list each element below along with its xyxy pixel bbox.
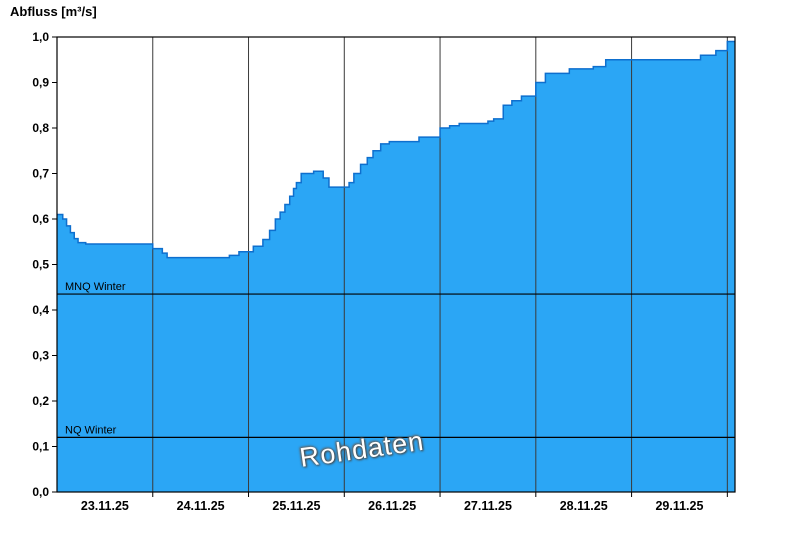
y-tick-label: 0,4 <box>32 303 49 317</box>
y-axis-title: Abfluss [m³/s] <box>10 4 97 19</box>
y-tick-label: 0,0 <box>32 485 49 499</box>
x-tick-label: 23.11.25 <box>81 499 129 513</box>
y-tick-label: 0,7 <box>32 167 49 181</box>
x-tick-label: 25.11.25 <box>272 499 320 513</box>
y-tick-label: 0,6 <box>32 212 49 226</box>
y-tick-label: 0,9 <box>32 76 49 90</box>
reference-line-label: NQ Winter <box>65 424 117 436</box>
x-tick-label: 27.11.25 <box>464 499 512 513</box>
y-tick-label: 0,3 <box>32 349 49 363</box>
y-tick-label: 0,2 <box>32 394 49 408</box>
discharge-line <box>57 40 735 259</box>
x-tick-label: 29.11.25 <box>655 499 703 513</box>
y-tick-label: 0,5 <box>32 258 49 272</box>
reference-line-label: MNQ Winter <box>65 281 126 293</box>
x-tick-label: 28.11.25 <box>560 499 608 513</box>
y-tick-label: 1,0 <box>32 30 49 44</box>
x-tick-label: 24.11.25 <box>177 499 225 513</box>
y-tick-label: 0,1 <box>32 440 49 454</box>
y-tick-label: 0,8 <box>32 121 49 135</box>
discharge-area <box>57 41 735 493</box>
x-tick-label: 26.11.25 <box>368 499 416 513</box>
